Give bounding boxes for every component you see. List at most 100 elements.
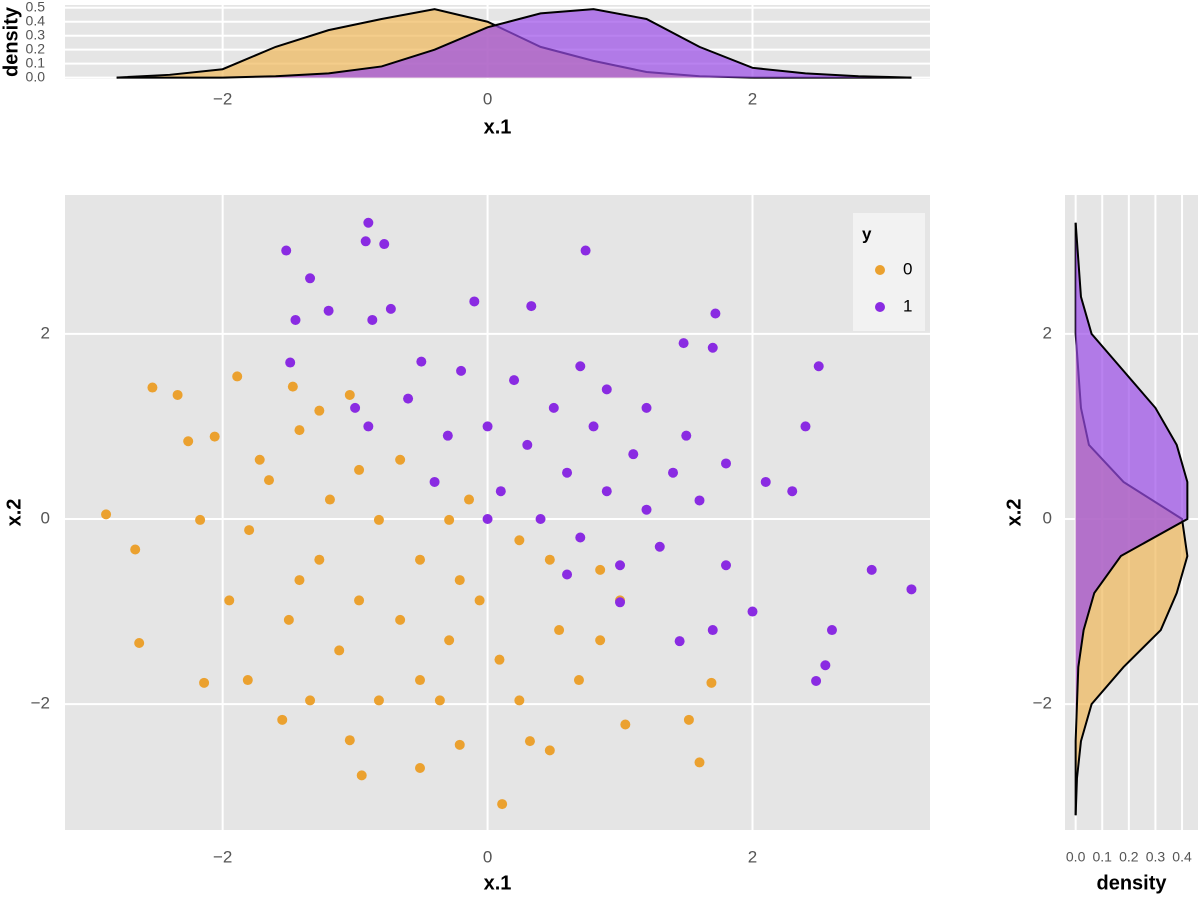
point — [826, 625, 837, 636]
point — [495, 486, 506, 497]
point — [356, 770, 367, 781]
point — [294, 575, 305, 586]
point — [232, 371, 243, 382]
point — [254, 454, 265, 465]
point — [373, 695, 384, 706]
point — [314, 554, 325, 565]
point — [360, 236, 371, 247]
point — [209, 431, 220, 442]
point — [514, 695, 525, 706]
point — [395, 614, 406, 625]
point — [474, 595, 485, 606]
point — [535, 513, 546, 524]
point — [434, 695, 445, 706]
point — [683, 714, 694, 725]
legend-label: 1 — [903, 296, 912, 315]
point — [674, 636, 685, 647]
point — [294, 425, 305, 436]
y-tick-label: 0.0 — [26, 68, 46, 84]
point — [363, 217, 374, 228]
point — [544, 554, 555, 565]
point — [314, 405, 325, 416]
point — [305, 273, 316, 284]
point — [242, 675, 253, 686]
point — [601, 486, 612, 497]
point — [429, 476, 440, 487]
point — [244, 525, 255, 536]
point — [324, 494, 335, 505]
point — [707, 342, 718, 353]
point — [363, 421, 374, 432]
point — [469, 296, 480, 307]
point — [350, 402, 361, 413]
point — [195, 514, 206, 525]
point — [199, 677, 210, 688]
x-tick-label: 0.3 — [1146, 849, 1166, 865]
density-area — [1075, 222, 1188, 816]
density-line — [116, 8, 912, 79]
point — [134, 638, 145, 649]
point — [678, 338, 689, 349]
point — [620, 719, 631, 730]
point — [800, 421, 811, 432]
x-tick-label: 0 — [483, 847, 492, 866]
point — [509, 375, 520, 386]
point — [482, 421, 493, 432]
plot-panel — [65, 195, 930, 830]
point — [615, 560, 626, 571]
x-axis-label: x.1 — [484, 116, 512, 138]
point — [595, 635, 606, 646]
point — [354, 595, 365, 606]
x-tick-label: 0 — [483, 89, 492, 108]
x-tick-label: 0.0 — [1066, 849, 1086, 865]
point — [721, 560, 732, 571]
y-axis-label: x.2 — [3, 499, 25, 527]
point — [554, 625, 565, 636]
legend-marker — [875, 302, 885, 312]
point — [454, 575, 465, 586]
point — [444, 514, 455, 525]
point — [595, 564, 606, 575]
point — [641, 402, 652, 413]
legend-title: y — [862, 224, 872, 243]
point — [721, 458, 732, 469]
x-tick-label: −2 — [213, 847, 232, 866]
point — [588, 421, 599, 432]
point — [415, 554, 426, 565]
point — [813, 361, 824, 372]
point — [694, 495, 705, 506]
point — [395, 454, 406, 465]
point — [601, 384, 612, 395]
point — [681, 430, 692, 441]
point — [130, 544, 141, 555]
point — [147, 382, 158, 393]
x-tick-label: 0.2 — [1119, 849, 1139, 865]
point — [906, 584, 917, 595]
point — [281, 245, 292, 256]
point — [615, 597, 626, 608]
y-tick-label: −2 — [1033, 694, 1052, 713]
point — [707, 625, 718, 636]
point — [760, 476, 771, 487]
y-tick-label: 0 — [1043, 508, 1052, 527]
y-tick-label: 0.5 — [26, 0, 46, 14]
point — [323, 305, 334, 316]
legend-box — [853, 213, 925, 331]
point — [334, 645, 345, 656]
point — [706, 677, 717, 688]
point — [285, 357, 296, 368]
point — [379, 239, 390, 250]
point — [101, 509, 112, 520]
point — [454, 739, 465, 750]
point — [224, 595, 235, 606]
y-tick-label: 0.1 — [26, 54, 46, 70]
x-axis-label: x.1 — [484, 872, 512, 894]
density-line — [1074, 222, 1189, 816]
y-axis-label: x.2 — [1003, 499, 1025, 527]
point — [694, 757, 705, 768]
point — [580, 245, 591, 256]
point — [287, 381, 298, 392]
point — [373, 514, 384, 525]
x-tick-label: 0.1 — [1093, 849, 1113, 865]
